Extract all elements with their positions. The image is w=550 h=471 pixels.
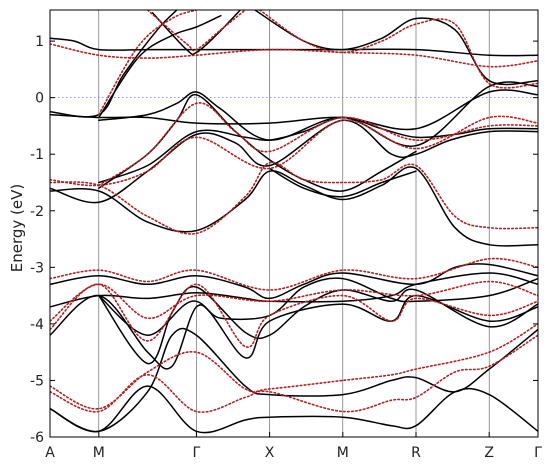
dotted-band-25: [50, 115, 538, 187]
y-axis: -6 -5 -4 -3 -2 -1 0 1: [30, 34, 538, 446]
solid-band-10: [50, 166, 538, 247]
y-tick-label: -1: [30, 147, 44, 163]
plot-frame: [49, 9, 539, 438]
solid-band-6: [98, 81, 538, 147]
y-tick-label: 1: [35, 34, 44, 50]
dotted-band-30: [50, 334, 538, 413]
solid-band-13: [50, 272, 538, 308]
y-tick-label: -2: [30, 204, 44, 220]
dotted-band-24: [98, 102, 538, 187]
x-tick-label-R: R: [411, 445, 421, 461]
solid-band-12: [50, 263, 538, 300]
solid-band-5: [50, 89, 538, 131]
dotted-band-20: [98, 10, 198, 116]
dotted-band-29: [50, 323, 538, 410]
y-tick-label: 0: [35, 91, 44, 107]
x-tick-label-Γ: Γ: [534, 445, 542, 461]
dotted-band-22: [259, 10, 538, 89]
solid-band-11: [268, 167, 417, 198]
dotted-band-27: [50, 280, 538, 322]
solid-band-16: [98, 294, 538, 359]
solid-band-2: [50, 10, 178, 118]
x-tick-label-Z: Z: [484, 445, 494, 461]
y-tick-label: -6: [30, 430, 44, 446]
x-tick-label-Γ: Γ: [192, 445, 200, 461]
solid-band-0: [50, 37, 538, 57]
y-tick-label: -4: [30, 317, 44, 333]
solid-band-8: [50, 119, 538, 204]
solid-band-18: [50, 385, 538, 434]
dotted-band-26: [50, 257, 538, 291]
solid-band-7: [98, 116, 538, 184]
dotted-band-21: [146, 10, 246, 52]
x-tick-label-X: X: [265, 445, 275, 461]
dotted-band-19: [50, 43, 538, 68]
y-tick-label: -3: [30, 260, 44, 276]
dotted-band-23: [50, 161, 538, 235]
solid-band-1: [98, 14, 222, 119]
x-tick-label-M: M: [337, 445, 349, 461]
x-tick-label-A: A: [45, 445, 55, 461]
y-axis-label: Energy (eV): [8, 184, 26, 272]
solid-band-14: [50, 277, 538, 370]
solid-band-4: [254, 10, 538, 86]
y-tick-label: -5: [30, 373, 44, 389]
x-tick-label-M: M: [93, 445, 105, 461]
data-series: [50, 10, 538, 434]
dotted-band-28: [50, 283, 538, 348]
